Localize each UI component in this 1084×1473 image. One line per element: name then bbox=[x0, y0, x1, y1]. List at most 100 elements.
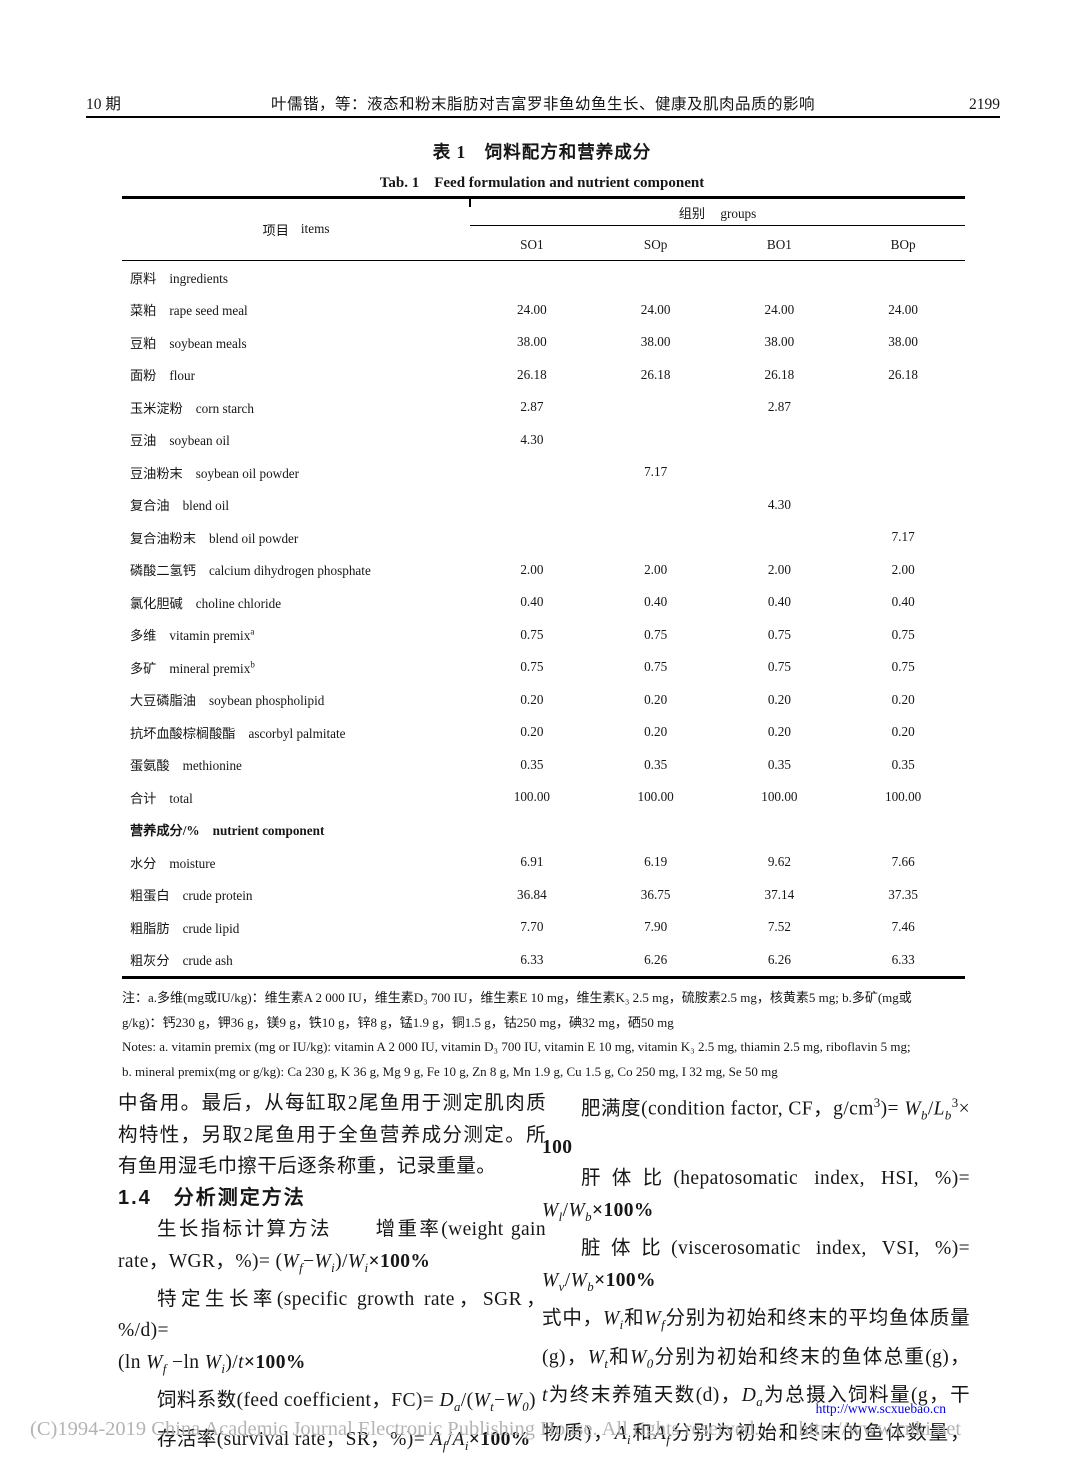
note-line: b. mineral premix(mg or g/kg): Ca 230 g,… bbox=[122, 1063, 778, 1079]
value-cell: 6.26 bbox=[644, 951, 668, 967]
value-cell: 0.20 bbox=[520, 691, 544, 707]
table-title-cn: 表 1 饲料配方和营养成分 bbox=[432, 142, 652, 162]
body-line: 物质)，Ai和Af分别为初始和终末的鱼体数量， bbox=[542, 1423, 970, 1448]
row-label: 蛋氨酸 methionine bbox=[122, 755, 470, 774]
journal-site-link[interactable]: http://www.scxuebao.cn bbox=[815, 1401, 946, 1416]
value-cell: 2.00 bbox=[891, 561, 915, 577]
body-line: 生长指标计算方法 增重率(weight gain bbox=[157, 1219, 546, 1240]
value-cell: 36.84 bbox=[517, 886, 547, 902]
row-label-cn: 粗蛋白 bbox=[130, 888, 170, 904]
value-cell: 37.35 bbox=[888, 886, 918, 902]
body-column-left: 中备用。最后，从每缸取2尾鱼用于测定肌肉质 构特性，另取2尾鱼用于全鱼营养成分测定… bbox=[118, 1088, 546, 1462]
row-label: 粗脂肪 crude lipid bbox=[122, 918, 470, 937]
row-label-cn: 合计 bbox=[130, 790, 157, 806]
groups-header-cn: 组别 bbox=[678, 205, 706, 221]
table-bottom-rule bbox=[122, 976, 965, 979]
items-column-header: 项目 items bbox=[122, 199, 470, 260]
row-label: 豆粕 soybean meals bbox=[122, 333, 470, 352]
value-cell: 0.40 bbox=[520, 594, 544, 610]
row-label-en: soybean oil bbox=[169, 433, 230, 449]
row-label: 菜粕 rape seed meal bbox=[122, 300, 470, 319]
row-label-en: crude protein bbox=[182, 888, 253, 904]
copyright-text: (C)1994-2019 China Academic Journal Elec… bbox=[30, 1418, 760, 1440]
value-cell: 100.00 bbox=[761, 789, 798, 805]
feed-formulation-table: 项目 items 组别 groups SO1 SOp BO1 BOp 原料 ing… bbox=[122, 195, 965, 979]
body-line: 中备用。最后，从每缸取2尾鱼用于测定肌肉质 bbox=[118, 1093, 546, 1114]
value-cell: 2.00 bbox=[644, 561, 668, 577]
row-label: 磷酸二氢钙 calcium dihydrogen phosphate bbox=[122, 560, 470, 579]
value-cell: 38.00 bbox=[640, 334, 671, 350]
value-cell: 26.18 bbox=[888, 366, 918, 382]
group-col-bop: BOp bbox=[890, 236, 916, 252]
note-line: 注：a.多维(mg或IU/kg)：维生素A 2 000 IU，维生素D₃ 700… bbox=[122, 990, 912, 1005]
table-header: 项目 items 组别 groups SO1 SOp BO1 BOp bbox=[122, 195, 965, 260]
table-row: 大豆磷脂油 soybean phospholipid 0.20 0.20 0.20 0.2… bbox=[122, 684, 965, 717]
value-cell: 0.35 bbox=[644, 756, 668, 772]
table-notes: 注：a.多维(mg或IU/kg)：维生素A 2 000 IU，维生素D₃ 700… bbox=[122, 986, 968, 1084]
row-label-cn: 原料 bbox=[130, 270, 157, 286]
row-label-en: moisture bbox=[169, 855, 216, 871]
value-cell: 0.35 bbox=[891, 756, 915, 772]
value-cell: 38.00 bbox=[764, 334, 795, 350]
body-line: 脏体比(viscerosomatic index, VSI, %)= bbox=[581, 1238, 970, 1260]
row-label: 抗坏血酸棕榈酸酯 ascorbyl palmitate bbox=[122, 723, 470, 742]
value-cell: 2.87 bbox=[520, 399, 544, 415]
header-rule bbox=[86, 116, 1000, 118]
body-line: 存活率(survival rate，SR，%)= Af/Ai×100% bbox=[157, 1428, 531, 1453]
value-cell: 2.87 bbox=[767, 399, 791, 415]
body-line: rate，WGR，%)= (Wf−Wi)/Wi×100% bbox=[118, 1250, 431, 1275]
row-label: 粗蛋白 crude protein bbox=[122, 885, 470, 904]
value-cell: 2.00 bbox=[767, 561, 791, 577]
row-label-cn: 多维 bbox=[130, 628, 157, 644]
body-line: 有鱼用湿毛巾擦干后逐条称重，记录重量。 bbox=[118, 1156, 497, 1177]
row-label: 原料 ingredients bbox=[122, 268, 470, 287]
row-label-cn: 多矿 bbox=[130, 660, 157, 676]
row-label-en: soybean meals bbox=[169, 335, 247, 351]
table-row: 豆油 soybean oil 4.30 bbox=[122, 424, 965, 457]
running-header: 10 期 叶儒锴，等：液态和粉末脂肪对吉富罗非鱼幼鱼生长、健康及肌肉品质的影响 … bbox=[86, 92, 1000, 114]
table-row: 抗坏血酸棕榈酸酯 ascorbyl palmitate 0.20 0.20 0.20 0.… bbox=[122, 716, 965, 749]
table-body: 原料 ingredients 菜粕 rape seed meal 24.00 24.00 2… bbox=[122, 261, 965, 976]
value-cell: 4.30 bbox=[767, 496, 791, 512]
table-row: 多维 vitamin premixa 0.75 0.75 0.75 0.75 bbox=[122, 619, 965, 652]
row-label-en: ingredients bbox=[169, 270, 228, 286]
value-cell: 4.30 bbox=[520, 431, 544, 447]
row-label: 氯化胆碱 choline chloride bbox=[122, 593, 470, 612]
value-cell: 0.20 bbox=[520, 724, 544, 740]
cnki-link[interactable]: http://www.cnki.net bbox=[798, 1418, 962, 1440]
body-line: 构特性，另取2尾鱼用于全鱼营养成分测定。所 bbox=[118, 1124, 546, 1146]
value-cell: 37.14 bbox=[764, 886, 795, 902]
column-divider-tick bbox=[469, 195, 471, 207]
row-label-cn: 氯化胆碱 bbox=[130, 595, 183, 611]
row-label-en: flour bbox=[169, 368, 196, 384]
body-line: 肝体比(hepatosomatic index, HSI, %)= bbox=[581, 1168, 970, 1190]
section-heading: 1.4 分析测定方法 bbox=[118, 1186, 306, 1209]
row-label-cn: 豆油 bbox=[130, 433, 157, 449]
row-label-en: crude lipid bbox=[182, 920, 240, 936]
items-header-cn: 项目 bbox=[262, 222, 289, 238]
table-top-rule bbox=[122, 196, 965, 199]
row-label-cn: 蛋氨酸 bbox=[130, 758, 170, 774]
value-cell: 6.91 bbox=[520, 854, 544, 870]
value-cell: 7.46 bbox=[891, 919, 915, 935]
row-label-en: crude ash bbox=[182, 953, 233, 969]
body-line: 肥满度(condition factor, CF，g/cm3)= Wb/Lb3× bbox=[581, 1096, 970, 1123]
value-cell: 0.40 bbox=[767, 594, 791, 610]
value-cell: 100.00 bbox=[513, 789, 550, 805]
table-header-rule bbox=[122, 259, 965, 262]
journal-issue: 10 期 bbox=[86, 96, 121, 113]
footnote-marker: a bbox=[250, 626, 255, 637]
row-label-cn: 面粉 bbox=[130, 368, 157, 384]
table-row: 菜粕 rape seed meal 24.00 24.00 24.00 24.00 bbox=[122, 294, 965, 327]
value-cell: 24.00 bbox=[640, 301, 671, 317]
row-label: 复合油粉末 blend oil powder bbox=[122, 528, 470, 547]
note-line: g/kg)：钙230 g，钾36 g，镁9 g，铁10 g，锌8 g，锰1.9 … bbox=[122, 1014, 674, 1030]
row-label: 多矿 mineral premixb bbox=[122, 658, 470, 677]
row-label-cn: 水分 bbox=[130, 855, 157, 871]
value-cell: 36.75 bbox=[640, 886, 671, 902]
value-cell: 0.20 bbox=[891, 691, 915, 707]
group-column-labels: SO1 SOp BO1 BOp bbox=[470, 230, 965, 260]
group-col-so1: SO1 bbox=[520, 236, 544, 252]
value-cell: 7.90 bbox=[644, 919, 668, 935]
